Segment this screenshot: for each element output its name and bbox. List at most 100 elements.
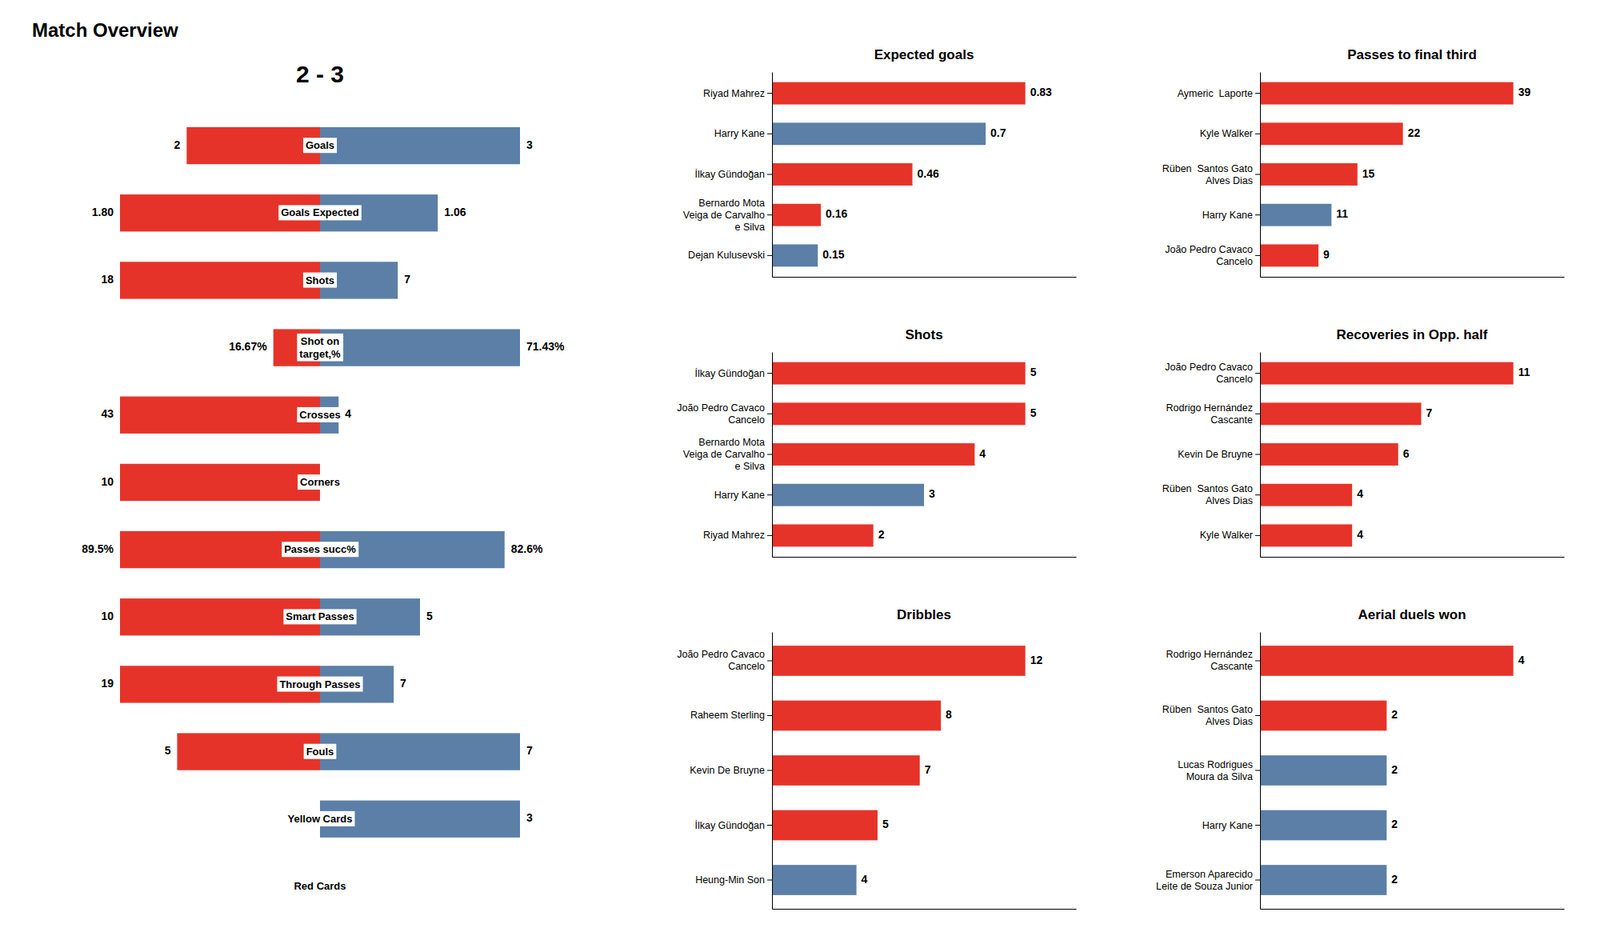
text-line: Cancelo	[1216, 256, 1253, 268]
y-tick-label: João Pedro CavacoCancelo	[676, 648, 765, 672]
y-tick-label: Raheem Sterling	[690, 709, 765, 721]
text-line: João Pedro Cavaco	[676, 648, 765, 660]
row-label: Goals Expected	[278, 204, 362, 220]
text-line: e Silva	[734, 460, 765, 472]
row-label-bg	[283, 608, 356, 624]
data-label: 9	[1323, 248, 1330, 261]
data-label: 3	[928, 487, 936, 500]
text-line: Rüben Santos Gato	[1162, 483, 1253, 495]
y-axis-line	[772, 632, 773, 910]
data-label: 3	[526, 811, 533, 824]
text-line: e Silva	[734, 221, 765, 233]
data-label: 10	[100, 475, 114, 488]
row-label-text: Red Cards	[293, 880, 346, 892]
bar	[1260, 864, 1387, 896]
bars	[120, 127, 520, 838]
bar	[1260, 524, 1352, 547]
text-line: Goals	[305, 139, 335, 152]
y-tick-label: Harry Kane	[714, 128, 765, 140]
bar	[772, 810, 878, 841]
data-label: 18	[100, 272, 114, 286]
row-label: Shots	[303, 272, 337, 288]
data-labels: 392215119	[1323, 85, 1531, 261]
text-line: Dejan Kulusevski	[688, 249, 765, 261]
bar	[1260, 443, 1399, 466]
data-label: 12	[1030, 653, 1044, 667]
row-label-text: Crosses	[299, 408, 340, 421]
y-tick-label: Kevin De Bruyne	[689, 764, 765, 776]
x-axis-line	[1260, 556, 1565, 558]
x-axis	[1260, 908, 1565, 910]
y-tick-label: Rüben Santos GatoAlves Dias	[1162, 704, 1253, 728]
data-label: 7	[404, 272, 411, 286]
text-line: Corners	[300, 476, 340, 488]
x-axis-line	[1260, 276, 1565, 278]
y-tick: Riyad Mahrez	[703, 529, 772, 541]
bar	[1260, 700, 1387, 732]
x-axis	[772, 276, 1077, 278]
data-label: 4	[1356, 487, 1364, 500]
y-axis-line	[772, 352, 773, 558]
y-tick-label: Rüben Santos GatoAlves Dias	[1162, 163, 1253, 187]
text-line: Aymeric Laporte	[1177, 88, 1253, 100]
bars	[772, 82, 1026, 268]
text-line: Kevin De Bruyne	[1177, 448, 1253, 460]
y-tick-label: Harry Kane	[1202, 209, 1253, 221]
text-line: Veiga de Carvalho	[683, 448, 765, 460]
y-tick: Heung-Min Son	[695, 874, 772, 886]
y-tick: Bernardo MotaVeiga de Carvalhoe Silva	[683, 436, 772, 472]
bars	[772, 362, 1026, 548]
row-label-text: Goals	[305, 139, 335, 152]
bar	[1260, 163, 1358, 186]
y-axis: João Pedro CavacoCancelo Raheem Sterling K…	[676, 632, 772, 910]
row-label: Fouls	[304, 744, 337, 760]
bar	[1260, 362, 1514, 385]
x-axis-line	[772, 556, 1077, 558]
text-line: İlkay Gündoğan	[694, 168, 765, 180]
data-label: 2	[1391, 872, 1398, 886]
y-tick: João Pedro CavacoCancelo	[1164, 244, 1260, 268]
row-label-text: Fouls	[306, 745, 335, 758]
data-label: 19	[100, 676, 114, 690]
row-label-bg	[281, 541, 359, 557]
y-tick: Harry Kane	[1202, 820, 1260, 832]
text-line: Riyad Mahrez	[703, 88, 765, 100]
data-label: 71.43%	[526, 340, 565, 353]
y-tick: Harry Kane	[714, 128, 772, 140]
data-label: 2	[1391, 817, 1398, 831]
text-line: Fouls	[306, 745, 335, 758]
y-tick: İlkay Gündoğan	[694, 820, 772, 832]
y-tick: Rüben Santos GatoAlves Dias	[1162, 163, 1260, 187]
y-tick-mark	[767, 255, 772, 256]
text-line: Goals Expected	[280, 206, 360, 219]
title: Aerial duels won	[1357, 607, 1466, 623]
score: 2 - 3	[296, 60, 344, 88]
bar	[772, 163, 913, 186]
bar	[1260, 484, 1352, 507]
bar	[320, 732, 520, 770]
y-tick-label: İlkay Gündoğan	[694, 168, 765, 180]
data-labels: 0.830.70.460.160.15	[822, 85, 1052, 261]
text-line: Bernardo Mota	[698, 436, 765, 448]
y-tick: Kyle Walker	[1200, 529, 1260, 541]
text-line: Moura da Silva	[1186, 771, 1253, 783]
row-label-text: Through Passes	[279, 678, 360, 691]
x-axis-line	[1260, 908, 1565, 910]
data-label: 2	[878, 528, 885, 541]
text-line: Leite de Souza Junior	[1156, 880, 1253, 892]
y-tick-label: Rodrigo HernándezCascante	[1166, 402, 1253, 426]
row-label: Shot ontarget,%	[296, 333, 344, 362]
data-label: 1.06	[444, 205, 466, 219]
y-tick: Raheem Sterling	[690, 709, 772, 721]
x-axis	[1260, 556, 1565, 558]
y-tick: Dejan Kulusevski	[688, 249, 772, 261]
data-label: 39	[1518, 85, 1532, 99]
y-tick-label: João Pedro CavacoCancelo	[1164, 244, 1253, 268]
y-axis: İlkay GündoğanJoão Pedro CavacoCanceloBe…	[676, 352, 772, 558]
row-label: Smart Passes	[283, 608, 356, 624]
row-label: Corners	[297, 474, 343, 490]
x-axis-line	[772, 276, 1077, 278]
bars	[1260, 645, 1514, 896]
bars	[1260, 362, 1514, 548]
bars	[1260, 82, 1514, 268]
